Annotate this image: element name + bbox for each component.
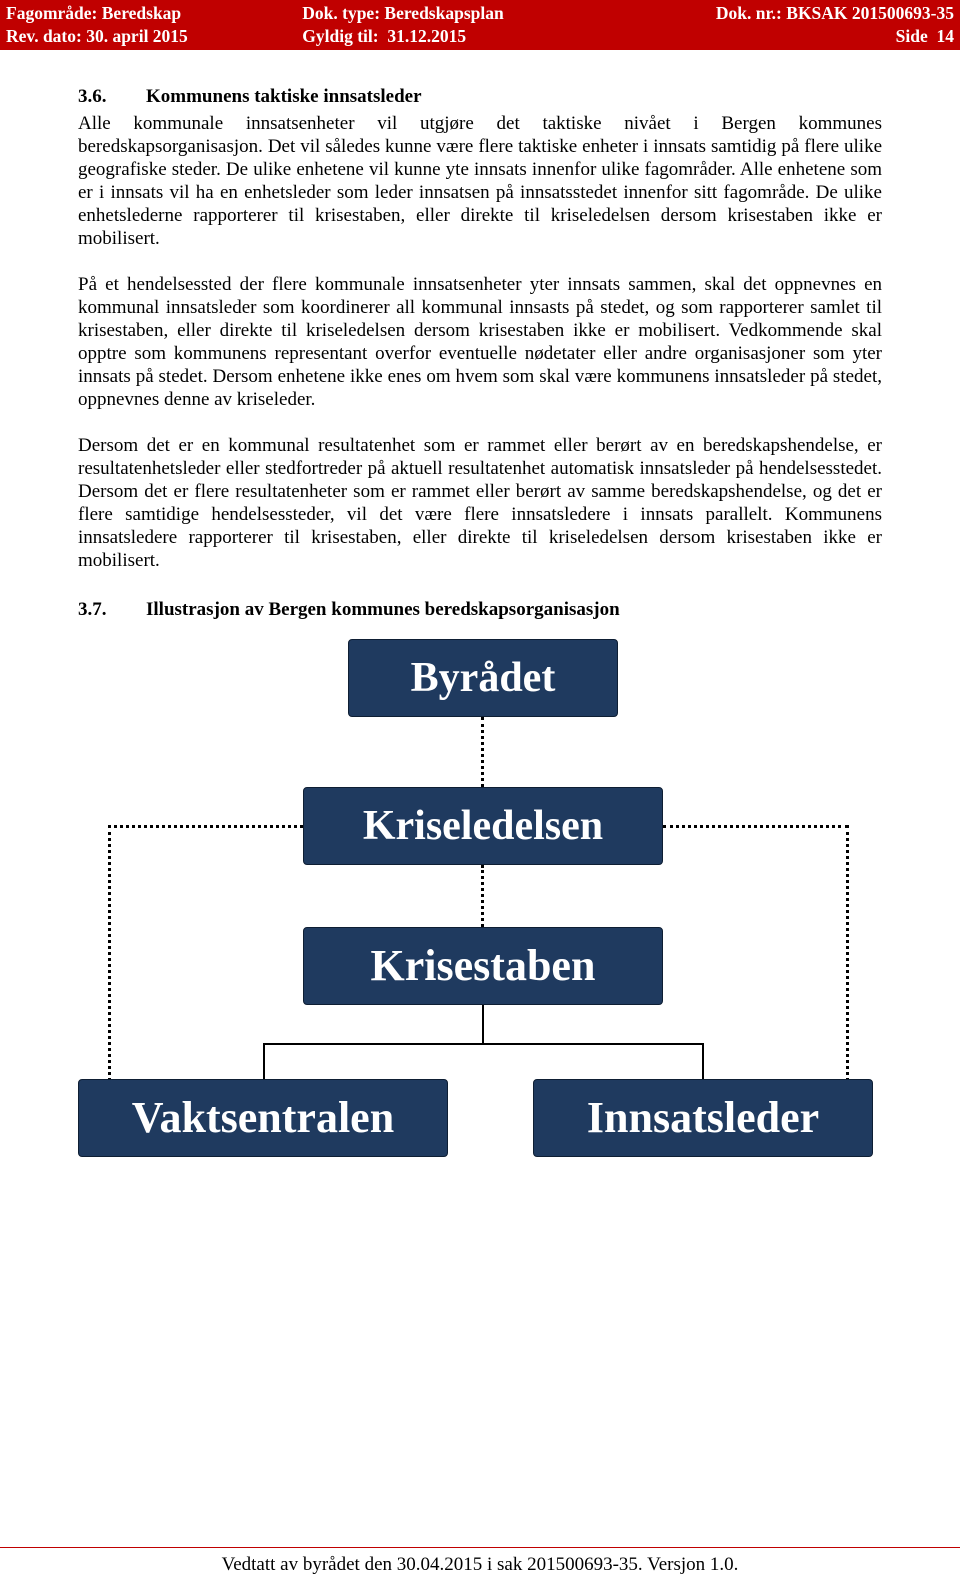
label: Fagområde:	[6, 3, 97, 23]
section-number: 3.7.	[78, 599, 118, 621]
section-number: 3.6.	[78, 86, 118, 108]
section-3-6-p2: På et hendelsessted der flere kommunale …	[78, 273, 882, 412]
edge-byradet-kriseledelsen	[481, 717, 484, 787]
page: Fagområde: Beredskap Rev. dato: 30. apri…	[0, 0, 960, 1592]
node-krisestaben: Krisestaben	[303, 927, 663, 1005]
section-title: Kommunens taktiske innsatsleder	[146, 86, 422, 108]
footer-rule	[0, 1547, 960, 1548]
label: Dok. type:	[302, 3, 380, 23]
header-revdato: Rev. dato: 30. april 2015	[6, 25, 302, 48]
node-vaktsentralen: Vaktsentralen	[78, 1079, 448, 1157]
value: Beredskap	[102, 3, 181, 23]
label: Dok. nr.:	[716, 3, 782, 23]
node-label: Krisestaben	[371, 940, 596, 991]
section-3-6-p3: Dersom det er en kommunal resultatenhet …	[78, 434, 882, 573]
section-3-6-heading: 3.6. Kommunens taktiske innsatsleder	[78, 86, 882, 108]
node-label: Kriseledelsen	[363, 802, 603, 850]
edge-to-vaktsentralen	[263, 1043, 265, 1079]
node-kriseledelsen: Kriseledelsen	[303, 787, 663, 865]
footer-text: Vedtatt av byrådet den 30.04.2015 i sak …	[0, 1554, 960, 1576]
value: 14	[937, 26, 955, 46]
header-side: Side 14	[613, 25, 954, 48]
header-doktype: Dok. type: Beredskapsplan	[302, 2, 613, 25]
org-chart: Byrådet Kriseledelsen Krisestaben Vaktse…	[78, 639, 882, 1199]
edge-dotted-right-v	[846, 825, 849, 1118]
header-col-right: Dok. nr.: BKSAK 201500693-35 Side 14	[613, 2, 960, 48]
node-innsatsleder: Innsatsleder	[533, 1079, 873, 1157]
node-byradet: Byrådet	[348, 639, 618, 717]
node-label: Byrådet	[411, 654, 556, 702]
header-col-left: Fagområde: Beredskap Rev. dato: 30. apri…	[0, 2, 302, 48]
edge-to-innsatsleder	[702, 1043, 704, 1079]
edge-kriseledelsen-krisestaben	[481, 865, 484, 927]
header-doknr: Dok. nr.: BKSAK 201500693-35	[613, 2, 954, 25]
value: 30. april 2015	[86, 26, 188, 46]
label: Rev. dato:	[6, 26, 82, 46]
node-label: Vaktsentralen	[132, 1092, 394, 1143]
value: BKSAK 201500693-35	[786, 3, 954, 23]
header-col-mid: Dok. type: Beredskapsplan Gyldig til: 31…	[302, 2, 613, 48]
edge-dotted-right-h1	[663, 825, 848, 828]
node-label: Innsatsleder	[587, 1092, 819, 1143]
edge-bus	[263, 1043, 703, 1045]
edge-dotted-left-v	[108, 825, 111, 1118]
section-3-7-heading: 3.7. Illustrasjon av Bergen kommunes ber…	[78, 599, 882, 621]
section-title: Illustrasjon av Bergen kommunes beredska…	[146, 599, 620, 621]
header-gyldigtil: Gyldig til: 31.12.2015	[302, 25, 613, 48]
label: Gyldig til:	[302, 26, 378, 46]
header-fagomrade: Fagområde: Beredskap	[6, 2, 302, 25]
edge-dotted-left-h1	[108, 825, 303, 828]
doc-header: Fagområde: Beredskap Rev. dato: 30. apri…	[0, 0, 960, 50]
value: 31.12.2015	[387, 26, 466, 46]
label: Side	[896, 26, 928, 46]
edge-krisestaben-down	[482, 1005, 484, 1043]
section-3-6-p1: Alle kommunale innsatsenheter vil utgjør…	[78, 112, 882, 251]
value: Beredskapsplan	[384, 3, 503, 23]
